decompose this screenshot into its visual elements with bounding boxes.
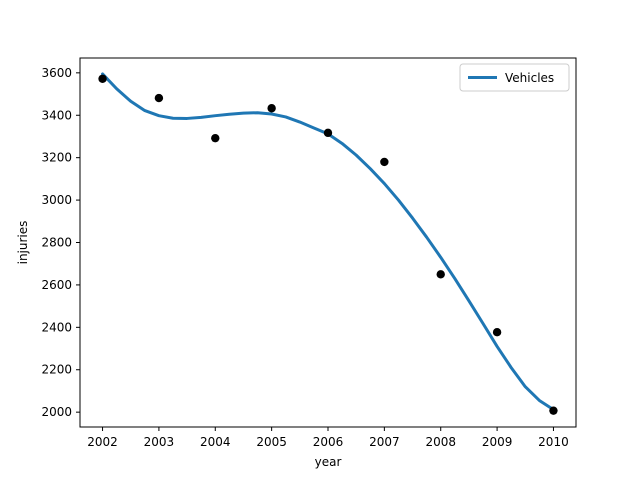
legend: Vehicles <box>459 63 570 92</box>
x-tick-label: 2009 <box>482 435 513 449</box>
x-tick-label: 2008 <box>425 435 456 449</box>
points-layer <box>98 74 558 415</box>
plot-frame <box>79 57 577 428</box>
y-axis-label: injuries <box>16 221 30 265</box>
legend-box <box>459 63 570 92</box>
x-tick-label: 2002 <box>87 435 118 449</box>
y-tick-label: 3400 <box>41 108 72 122</box>
x-axis-ticks: 2002 2003 2004 2005 2006 2007 2008 2009 2010 <box>87 427 569 449</box>
data-point <box>267 104 276 113</box>
x-axis-label: year <box>315 455 342 469</box>
x-tick-label: 2005 <box>256 435 287 449</box>
data-point <box>549 406 558 415</box>
y-axis-ticks: 2000 2200 2400 2600 2800 3000 3200 3400 3600 <box>41 66 80 419</box>
y-tick-label: 2200 <box>41 363 72 377</box>
data-point <box>492 328 502 337</box>
y-tick-label: 2600 <box>41 278 72 292</box>
y-tick-label: 2800 <box>41 236 72 250</box>
data-point <box>380 157 389 167</box>
legend-label: Vehicles <box>505 71 554 85</box>
data-point <box>154 93 164 103</box>
data-point <box>211 133 220 143</box>
y-tick-label: 2000 <box>41 405 72 419</box>
x-tick-label: 2007 <box>369 435 400 449</box>
data-point <box>323 128 333 138</box>
y-tick-label: 3600 <box>41 66 72 80</box>
data-point <box>436 270 445 279</box>
x-tick-label: 2004 <box>200 435 231 449</box>
y-tick-label: 3200 <box>41 151 72 165</box>
y-tick-label: 2400 <box>41 320 72 334</box>
data-point <box>98 74 107 83</box>
x-tick-label: 2006 <box>313 435 344 449</box>
x-tick-label: 2003 <box>144 435 175 449</box>
x-tick-label: 2010 <box>538 435 569 449</box>
y-tick-label: 3000 <box>41 193 72 207</box>
plot-area <box>80 58 576 427</box>
